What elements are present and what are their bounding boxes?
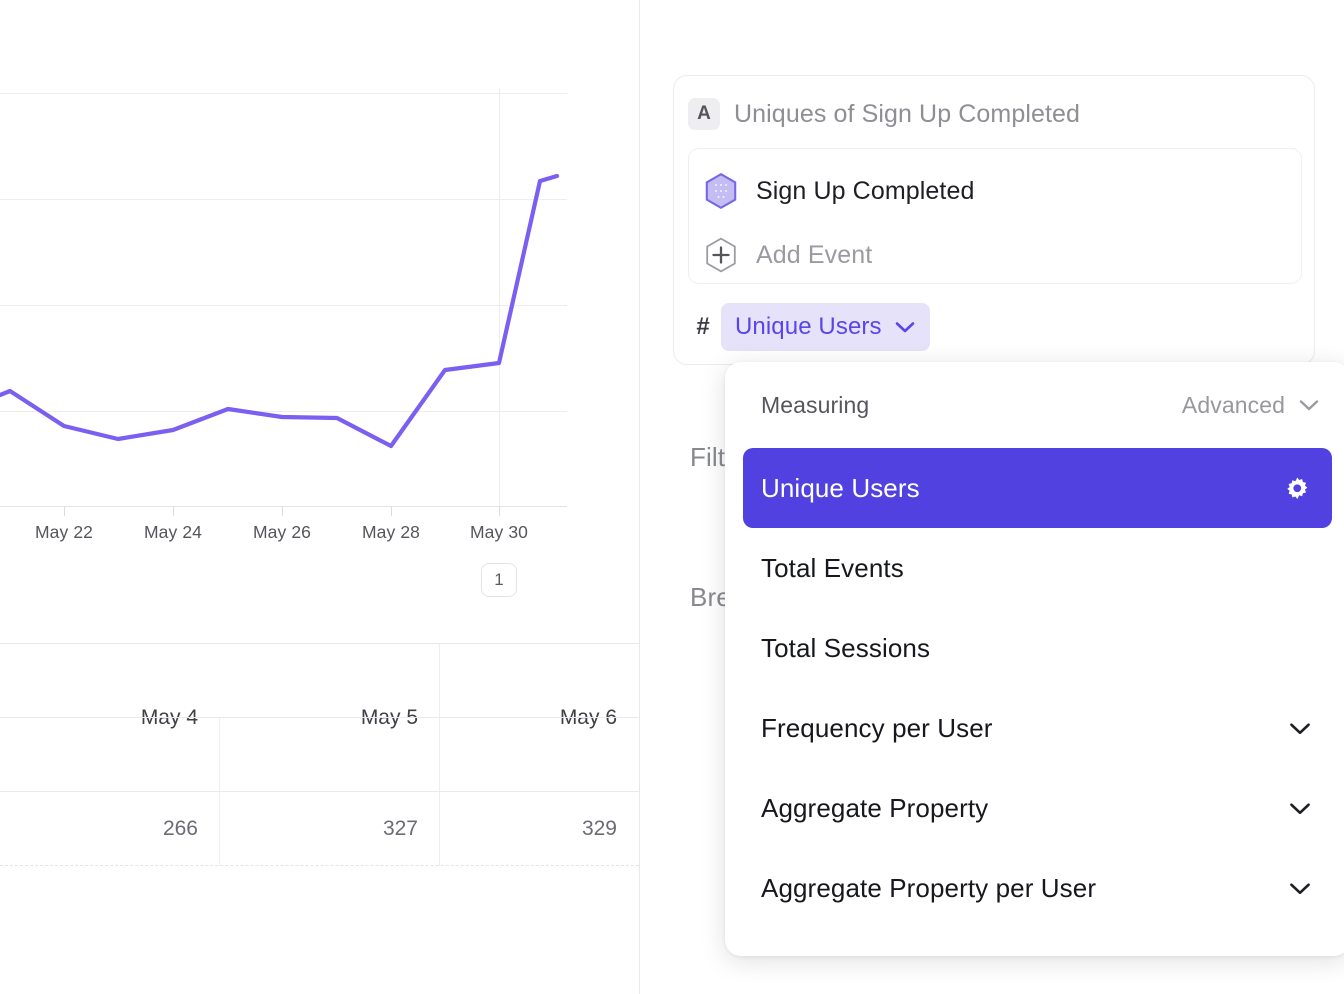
table-top-divider — [0, 643, 639, 644]
chart-line-series — [0, 173, 560, 449]
table-cell: 329 — [581, 817, 617, 840]
dropdown-item-label: Aggregate Property per User — [761, 872, 1097, 903]
dropdown-header: Measuring Advanced — [725, 362, 1344, 448]
chevron-down-icon[interactable] — [1288, 881, 1312, 896]
table-cell: 266 — [162, 817, 198, 840]
dropdown-item-label: Frequency per User — [761, 712, 993, 743]
dropdown-item-label: Total Events — [761, 552, 904, 583]
dropdown-item-aggregate-property[interactable]: Aggregate Property — [743, 768, 1332, 848]
data-table: May 4 May 5 May 6 266 327 329 — [0, 644, 639, 866]
hexagon-event-icon — [703, 172, 739, 210]
event-item[interactable]: Sign Up Completed — [703, 169, 975, 213]
table-header-cell[interactable]: May 4 — [140, 706, 198, 729]
chevron-down-icon — [1298, 398, 1320, 412]
table-column-separator — [219, 792, 220, 866]
dropdown-item-total-sessions[interactable]: Total Sessions — [743, 608, 1332, 688]
chevron-down-icon — [894, 320, 916, 334]
measuring-dropdown-menu: Measuring Advanced Unique Users — [725, 362, 1344, 956]
line-chart-svg — [0, 88, 567, 516]
chevron-down-icon[interactable] — [1288, 721, 1312, 736]
chart-gridlines — [0, 93, 567, 412]
add-event-button[interactable]: Add Event — [703, 233, 872, 277]
metric-card: A Uniques of Sign Up Completed — [673, 75, 1315, 365]
x-tick-label: May 30 — [470, 522, 528, 542]
chart-pane: May 22 May 24 May 26 May 28 May 30 1 May… — [0, 0, 639, 994]
table-header-row: May 4 May 5 May 6 — [0, 644, 639, 792]
dropdown-advanced-label: Advanced — [1181, 391, 1285, 418]
dropdown-advanced-toggle[interactable]: Advanced — [1182, 392, 1320, 419]
dropdown-item-label: Total Sessions — [761, 632, 931, 663]
dropdown-item-label: Aggregate Property — [761, 792, 989, 823]
dropdown-item-aggregate-property-per-user[interactable]: Aggregate Property per User — [743, 848, 1332, 928]
x-tick-label: May 28 — [362, 522, 420, 542]
dropdown-item-label: Unique Users — [761, 472, 920, 503]
table-column-separator — [439, 792, 440, 866]
pane-divider — [639, 0, 640, 994]
chart-x-axis-labels: May 22 May 24 May 26 May 28 May 30 — [0, 522, 600, 552]
measure-row: # Unique Users — [694, 303, 930, 351]
metric-letter-badge-text: A — [697, 103, 711, 124]
chevron-down-icon[interactable] — [1288, 801, 1312, 816]
event-list-box: Sign Up Completed Add Event — [688, 148, 1302, 284]
line-chart[interactable] — [0, 88, 567, 518]
table-row-divider — [0, 865, 639, 866]
day-granularity-badge[interactable]: 1 — [481, 563, 517, 597]
table-row[interactable]: 266 327 329 — [0, 792, 639, 866]
measure-dropdown-trigger[interactable]: Unique Users — [721, 303, 930, 351]
hexagon-plus-icon — [703, 236, 739, 274]
dropdown-item-total-events[interactable]: Total Events — [743, 528, 1332, 608]
dropdown-item-frequency-per-user[interactable]: Frequency per User — [743, 688, 1332, 768]
hash-icon: # — [696, 313, 710, 340]
table-header-cell[interactable]: May 6 — [559, 706, 617, 729]
x-tick-label: May 22 — [35, 522, 93, 542]
table-column-separator — [219, 718, 220, 792]
table-column-separator — [439, 644, 440, 792]
gear-icon[interactable] — [1282, 473, 1312, 503]
breakdown-section-label: Bre — [690, 582, 731, 612]
x-tick-label: May 24 — [144, 522, 202, 542]
measure-dropdown-value: Unique Users — [735, 312, 882, 340]
table-cell: 327 — [382, 817, 418, 840]
chart-axis-ticks — [64, 506, 500, 516]
event-item-label: Sign Up Completed — [756, 176, 975, 205]
table-row-divider — [0, 791, 639, 792]
table-row-divider — [0, 717, 639, 718]
filter-section-label: Filt — [690, 442, 726, 472]
metric-card-title[interactable]: Uniques of Sign Up Completed — [734, 99, 1081, 128]
metric-letter-badge: A — [688, 98, 720, 130]
add-event-label: Add Event — [756, 240, 873, 269]
table-header-cell[interactable]: May 5 — [360, 706, 418, 729]
metric-card-title-row: A Uniques of Sign Up Completed — [688, 98, 1080, 130]
day-granularity-value: 1 — [494, 570, 504, 589]
dropdown-item-list: Unique Users Total Events Total Sessions… — [725, 448, 1344, 928]
dropdown-item-unique-users[interactable]: Unique Users — [743, 448, 1332, 528]
x-tick-label: May 26 — [253, 522, 311, 542]
dropdown-header-title: Measuring — [761, 391, 870, 418]
